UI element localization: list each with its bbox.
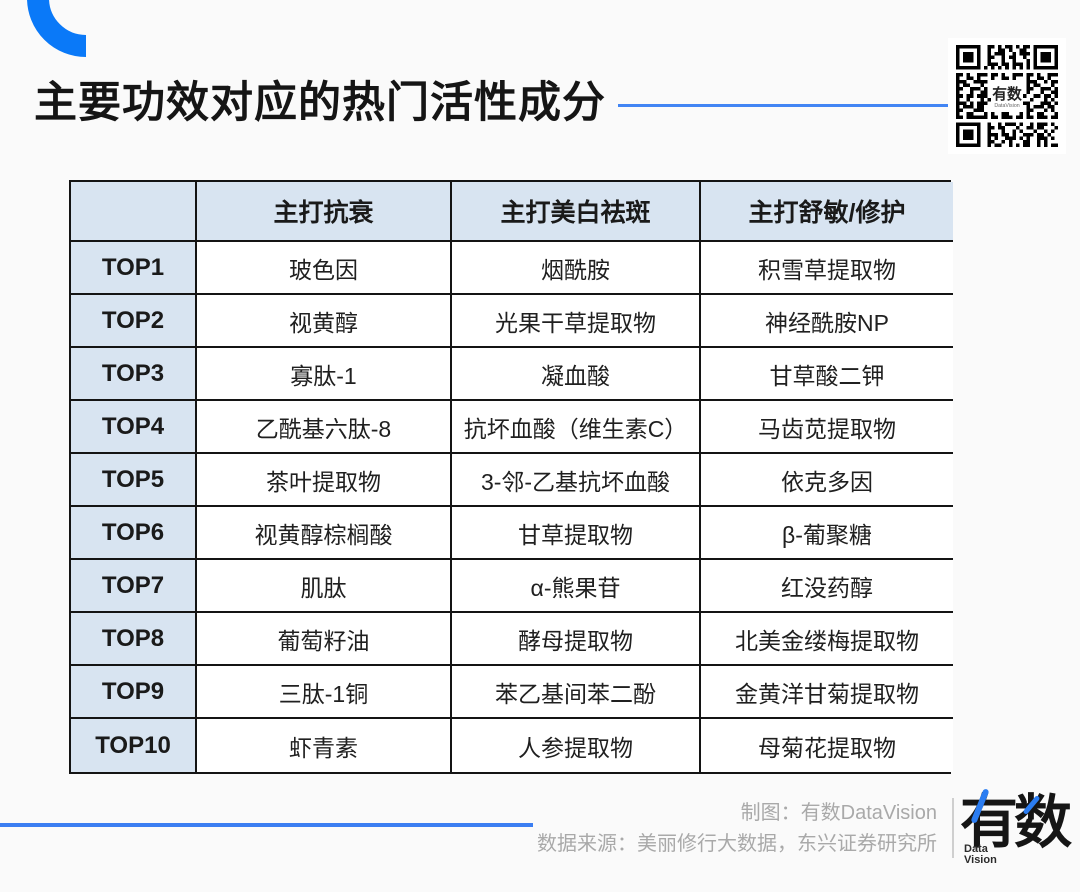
qr-center-logo-text: 有数 <box>992 85 1022 103</box>
ingredient-cell: 玻色因 <box>197 242 452 295</box>
ingredient-cell: α-熊果苷 <box>452 560 701 613</box>
qr-code: 有数 DataVision <box>948 38 1066 154</box>
table-header-whitening: 主打美白祛斑 <box>452 182 701 242</box>
rank-label-top3: TOP3 <box>71 348 197 401</box>
ingredients-table: 主打抗衰 主打美白祛斑 主打舒敏/修护 TOP1 玻色因 烟酰胺 积雪草提取物 … <box>69 180 953 774</box>
ingredient-cell: 3-邻-乙基抗坏血酸 <box>452 454 701 507</box>
logo-sub-line1: Data <box>964 843 988 855</box>
brand-logo-subtitle: Data Vision <box>964 844 997 866</box>
ingredient-cell: 苯乙基间苯二酚 <box>452 666 701 719</box>
ingredient-cell: 人参提取物 <box>452 719 701 772</box>
rank-label-top6: TOP6 <box>71 507 197 560</box>
rank-label-top9: TOP9 <box>71 666 197 719</box>
ingredient-cell: 酵母提取物 <box>452 613 701 666</box>
svg-text:DataVision: DataVision <box>994 103 1019 109</box>
credit-data-source: 数据来源：美丽修行大数据，东兴证券研究所 <box>537 833 937 855</box>
ingredient-cell: 乙酰基六肽-8 <box>197 401 452 454</box>
ingredient-cell: 母菊花提取物 <box>701 719 953 772</box>
ingredient-cell: 茶叶提取物 <box>197 454 452 507</box>
ingredient-cell: 烟酰胺 <box>452 242 701 295</box>
rank-label-top8: TOP8 <box>71 613 197 666</box>
ingredient-cell: 金黄洋甘菊提取物 <box>701 666 953 719</box>
rank-label-top4: TOP4 <box>71 401 197 454</box>
rank-label-top2: TOP2 <box>71 295 197 348</box>
logo-sub-line2: Vision <box>964 854 997 866</box>
table-header-blank <box>71 182 197 242</box>
ingredient-cell: 甘草提取物 <box>452 507 701 560</box>
ingredient-cell: 积雪草提取物 <box>701 242 953 295</box>
ingredient-cell: 寡肽-1 <box>197 348 452 401</box>
ingredient-cell: 三肽-1铜 <box>197 666 452 719</box>
ingredient-cell: 神经酰胺NP <box>701 295 953 348</box>
ingredient-cell: 葡萄籽油 <box>197 613 452 666</box>
ingredient-cell: 红没药醇 <box>701 560 953 613</box>
ingredient-cell: 依克多因 <box>701 454 953 507</box>
corner-arc-decoration <box>27 0 87 57</box>
ingredient-cell: 甘草酸二钾 <box>701 348 953 401</box>
credit-maker: 制图：有数DataVision <box>740 802 937 824</box>
table-header-anti-aging: 主打抗衰 <box>197 182 452 242</box>
ingredient-cell: 马齿苋提取物 <box>701 401 953 454</box>
footer-credits: 制图：有数DataVision 数据来源：美丽修行大数据，东兴证券研究所 <box>537 798 937 860</box>
ingredient-cell: 视黄醇棕榈酸 <box>197 507 452 560</box>
ingredient-cell: 光果干草提取物 <box>452 295 701 348</box>
rank-label-top5: TOP5 <box>71 454 197 507</box>
ingredient-cell: β-葡聚糖 <box>701 507 953 560</box>
rank-label-top7: TOP7 <box>71 560 197 613</box>
qr-code-pattern: 有数 DataVision <box>956 45 1058 147</box>
ingredient-cell: 北美金缕梅提取物 <box>701 613 953 666</box>
brand-logo: 有数 Data Vision <box>960 786 1072 870</box>
ingredient-cell: 抗坏血酸（维生素C） <box>452 401 701 454</box>
rank-label-top10: TOP10 <box>71 719 197 772</box>
footer-divider-line <box>0 823 533 827</box>
ingredient-cell: 肌肽 <box>197 560 452 613</box>
title-divider-line <box>618 104 949 107</box>
rank-label-top1: TOP1 <box>71 242 197 295</box>
ingredient-cell: 虾青素 <box>197 719 452 772</box>
ingredient-cell: 凝血酸 <box>452 348 701 401</box>
page-title: 主要功效对应的热门活性成分 <box>34 79 606 127</box>
ingredient-cell: 视黄醇 <box>197 295 452 348</box>
footer-vertical-divider <box>952 798 954 858</box>
table-header-soothing-repair: 主打舒敏/修护 <box>701 182 953 242</box>
